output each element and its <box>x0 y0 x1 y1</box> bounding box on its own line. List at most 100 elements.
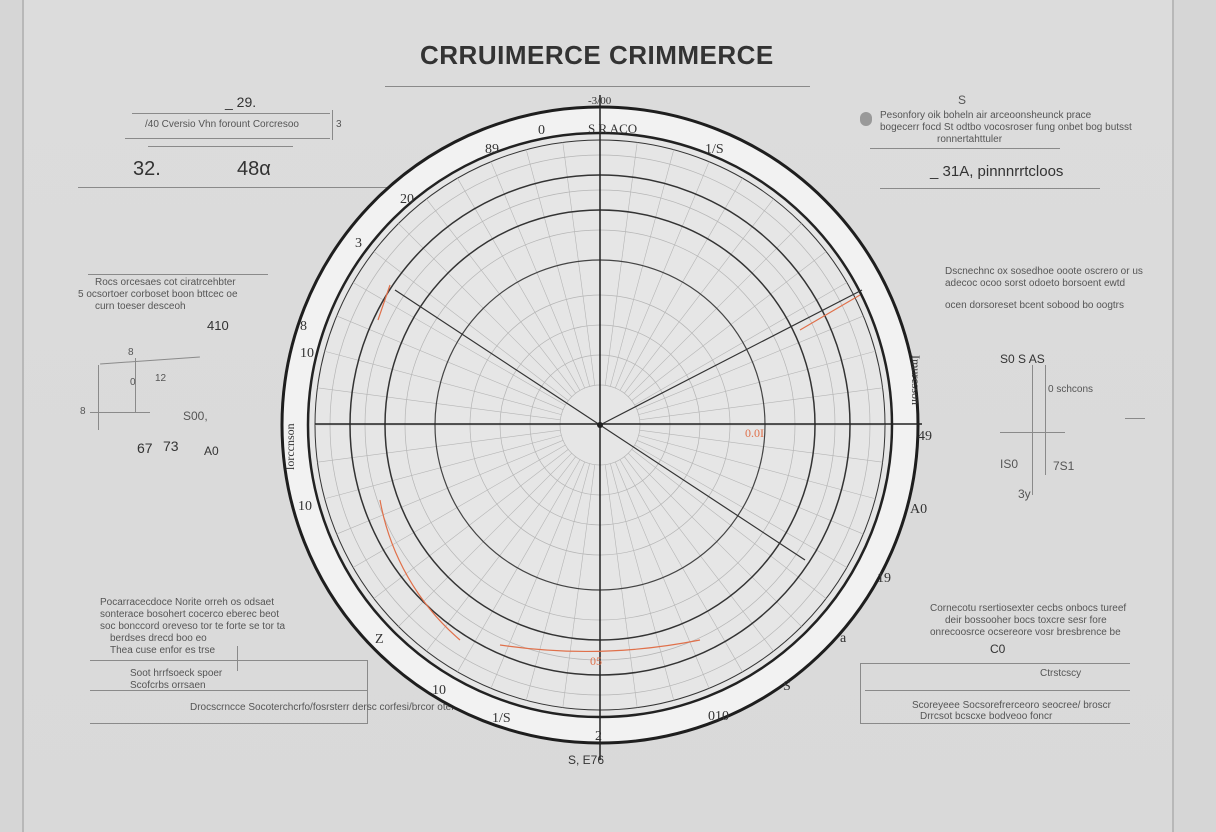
grid-spoke <box>634 282 847 406</box>
ring-label: 1/S <box>492 711 511 726</box>
top-left-value: _ 29. <box>225 94 257 110</box>
ring-label: -3/00 <box>588 95 612 107</box>
grid-spoke <box>615 461 710 689</box>
right-label: IS0 <box>1000 457 1019 471</box>
grid-spoke <box>634 444 847 568</box>
radius-line <box>394 289 601 426</box>
ring-label: 05 <box>590 654 602 668</box>
ring-label: 3 <box>355 236 362 251</box>
top-left-side-mark: 3 <box>336 119 342 130</box>
bottom-left-note-3: soc bonccord oreveso tor te forte se tor… <box>100 621 286 632</box>
grid-spoke <box>631 449 827 599</box>
note-icon <box>860 112 872 126</box>
grid-spoke <box>628 453 802 627</box>
ring-label: 10 <box>298 499 312 514</box>
right-label: 7S1 <box>1053 459 1075 473</box>
bottom-left-box-1: Soot hrrfsoeck spoer <box>130 668 223 679</box>
title-divider <box>385 86 810 87</box>
right-note-1: Dscnechnc ox sosedhoe ooote oscrero or u… <box>945 266 1143 277</box>
grid-spoke <box>398 223 572 397</box>
ring-label: 19 <box>877 571 891 586</box>
grid-spoke <box>639 387 883 421</box>
ring-label: 2 <box>595 729 602 744</box>
bottom-right-box-label: Ctrstcscy <box>1040 668 1082 679</box>
accent-arc <box>499 639 701 652</box>
grid-spoke <box>624 456 774 652</box>
grid-spoke <box>490 461 585 689</box>
divider <box>367 660 368 724</box>
left-note-1: Rocs orcesaes cot ciratrcehbter <box>95 277 236 288</box>
ring-label: 1/S <box>705 142 724 157</box>
ring-label: 0.0I <box>745 426 764 440</box>
ring-label: 0 <box>538 123 545 138</box>
grid-spoke <box>636 440 864 535</box>
bottom-left-note-4: berdses drecd boo eo <box>110 633 207 644</box>
left-value-410: 410 <box>207 318 229 333</box>
ring-label: 49 <box>918 429 932 444</box>
left-side-text: lorccnson <box>283 423 297 470</box>
grid-spoke <box>638 435 876 500</box>
grid-spoke <box>353 444 566 568</box>
ring-label: 20 <box>400 192 414 207</box>
bottom-right-footer: Scoreyeee Socsorefrerceoro seocree/ bros… <box>912 700 1111 711</box>
grid-spoke <box>525 149 590 387</box>
right-side-text: Imurcsson <box>909 355 923 405</box>
right-note-3: ocen dorsoreset bcent sobood bo oogtrs <box>945 300 1125 311</box>
bottom-right-mark: C0 <box>990 642 1006 656</box>
center-point <box>597 422 603 428</box>
ring-label: 010 <box>708 709 729 724</box>
bottom-left-note-2: sonterace bosohert cocerco eberec beot <box>100 609 279 620</box>
ring-label: 10 <box>300 346 314 361</box>
divider <box>90 723 368 724</box>
bottom-left-box-2: Scofcrbs orrsaen <box>130 680 206 691</box>
divider <box>860 723 1130 724</box>
diagram-title: CRRUIMERCE CRIMMERCE <box>420 40 774 70</box>
sketch-line <box>1000 432 1065 433</box>
divider <box>88 274 268 275</box>
grid-spoke <box>317 387 561 421</box>
divider <box>865 690 1130 691</box>
divider <box>78 187 398 188</box>
top-right-mark: S <box>958 93 967 107</box>
grid-spoke <box>457 178 581 391</box>
accent-arc <box>379 499 461 641</box>
top-right-note-1: Pesonfory oik boheln air arceoonsheunck … <box>880 110 1092 121</box>
grid-spoke <box>398 453 572 627</box>
bottom-left-note-5: Thea cuse enfor es trse <box>110 645 216 656</box>
right-note-2: adecoc ocoo sorst odoeto borsoent ewtd <box>945 278 1126 289</box>
ring-label: S <box>783 679 791 694</box>
grid-spoke <box>604 464 638 708</box>
radius-line <box>599 289 863 426</box>
sketch-line <box>1125 418 1145 419</box>
grid-spoke <box>490 161 585 389</box>
sketch-line <box>98 365 99 430</box>
divider <box>125 138 330 139</box>
grid-spoke <box>624 198 774 394</box>
grid-spoke <box>619 178 743 391</box>
sketch-line <box>135 358 136 413</box>
ring-label: A0 <box>910 502 927 517</box>
grid-spoke <box>615 161 710 389</box>
ring-label: Z <box>375 632 384 647</box>
grid-spoke <box>373 251 569 401</box>
sketch-line <box>90 412 150 413</box>
grid-spoke <box>638 350 876 415</box>
bottom-right-note-1: Cornecotu rsertiosexter cecbs onbocs tur… <box>930 603 1127 614</box>
grid-spoke <box>317 429 561 463</box>
bottom-left-note-1: Pocarracecdoce Norite orreh os odsaet <box>100 597 274 608</box>
ring-label: 8 <box>300 319 307 334</box>
grid-spoke <box>324 350 562 415</box>
grid-spoke <box>324 435 562 500</box>
bottom-center-label: S, E76 <box>568 753 605 767</box>
divider <box>880 188 1100 189</box>
grid-spoke <box>636 315 864 410</box>
top-right-note-2: bogecerr focd St odtbo vocosroser fung o… <box>880 122 1132 133</box>
left-note-3: curn toeser desceoh <box>95 301 186 312</box>
ring-label: S R ACO <box>588 121 637 136</box>
grid-spoke <box>628 223 802 397</box>
left-label: 67 <box>137 440 153 456</box>
grid-spoke <box>426 456 576 652</box>
divider <box>148 146 293 147</box>
ring-label: a <box>840 631 847 646</box>
